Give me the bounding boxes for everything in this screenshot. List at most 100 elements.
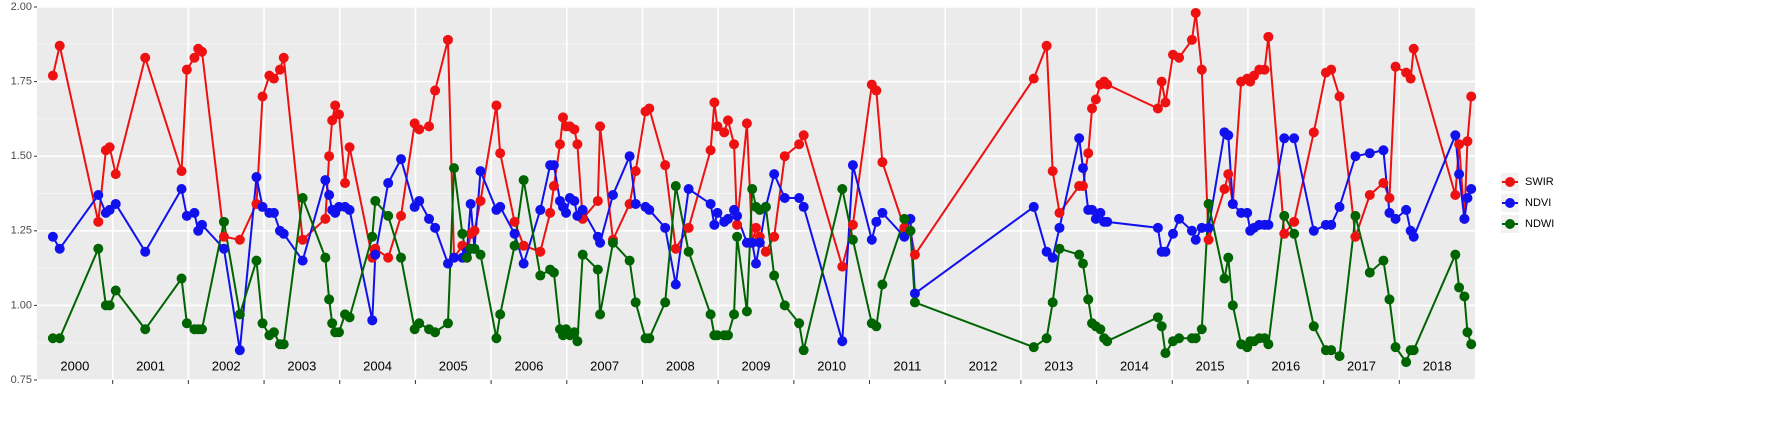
data-point [104, 300, 115, 311]
data-point [798, 201, 809, 212]
data-point [670, 243, 681, 254]
data-point [548, 160, 559, 171]
data-point [1242, 207, 1253, 218]
year-label: 2016 [1271, 358, 1300, 373]
year-label: 2014 [1120, 358, 1149, 373]
data-point [93, 189, 104, 200]
data-point [624, 255, 635, 266]
data-point [333, 327, 344, 338]
data-point [1466, 91, 1477, 102]
data-point [509, 216, 520, 227]
data-point [644, 204, 655, 215]
data-point [1152, 103, 1163, 114]
data-point [274, 64, 285, 75]
data-point [495, 148, 506, 159]
data-point [218, 216, 229, 227]
year-label: 2004 [363, 358, 392, 373]
data-point [709, 97, 720, 108]
data-point [1408, 345, 1419, 356]
data-point [278, 52, 289, 63]
data-point [1223, 252, 1234, 263]
data-point [732, 210, 743, 221]
data-point [491, 100, 502, 111]
data-point [1054, 222, 1065, 233]
data-point [1077, 181, 1088, 192]
data-point [595, 237, 606, 248]
data-point [181, 64, 192, 75]
data-point [1308, 225, 1319, 236]
y-tick-label: 1.00 [11, 299, 32, 311]
data-point [847, 160, 858, 171]
data-point [140, 246, 151, 257]
data-point [1259, 64, 1270, 75]
data-point [899, 213, 910, 224]
data-point [1364, 189, 1375, 200]
data-point [1378, 255, 1389, 266]
year-label: 2000 [60, 358, 89, 373]
data-point [1326, 345, 1337, 356]
data-point [414, 124, 425, 135]
data-point [712, 207, 723, 218]
data-point [751, 258, 761, 269]
data-point [104, 142, 115, 153]
data-point [877, 207, 888, 218]
data-point [1203, 222, 1214, 233]
data-point [1196, 324, 1207, 335]
data-point [495, 201, 506, 212]
data-point [1186, 34, 1197, 45]
data-point [1289, 133, 1300, 144]
data-point [234, 345, 245, 356]
data-point [1263, 31, 1274, 42]
data-point [176, 184, 187, 195]
data-point [383, 210, 394, 221]
data-point [779, 300, 790, 311]
data-point [1401, 204, 1412, 215]
data-point [769, 169, 780, 180]
data-point [747, 237, 758, 248]
data-point [683, 184, 694, 195]
data-point [320, 175, 331, 186]
data-point [1152, 312, 1163, 323]
data-point [430, 327, 441, 338]
data-point [535, 246, 546, 257]
data-point [683, 222, 694, 233]
data-point [847, 234, 858, 245]
data-point [344, 312, 355, 323]
data-point [722, 115, 733, 126]
data-point [1326, 219, 1337, 230]
data-point [1263, 219, 1274, 230]
legend-label: SWIR [1525, 176, 1554, 188]
data-point [1047, 297, 1058, 308]
data-point [1350, 210, 1361, 221]
data-point [1350, 151, 1361, 162]
data-point [110, 169, 121, 180]
data-point [93, 243, 104, 254]
data-point [1083, 294, 1094, 305]
data-point [866, 234, 877, 245]
data-point [535, 270, 546, 281]
data-point [729, 309, 740, 320]
data-point [297, 234, 308, 245]
data-point [1450, 249, 1461, 260]
data-point [396, 210, 407, 221]
data-point [722, 330, 733, 341]
data-point [196, 219, 207, 230]
data-point [794, 318, 805, 329]
data-point [518, 258, 529, 269]
data-point [461, 252, 472, 263]
data-point [430, 222, 441, 233]
year-label: 2005 [439, 358, 468, 373]
data-point [1334, 201, 1345, 212]
year-label: 2011 [893, 358, 921, 373]
data-point [324, 294, 335, 305]
data-point [644, 103, 655, 114]
data-point [278, 339, 289, 350]
year-label: 2009 [742, 358, 771, 373]
data-point [1459, 213, 1470, 224]
data-point [1087, 103, 1098, 114]
year-label: 2008 [666, 358, 695, 373]
data-point [1077, 258, 1088, 269]
data-point [1203, 234, 1214, 245]
data-point [798, 130, 809, 141]
